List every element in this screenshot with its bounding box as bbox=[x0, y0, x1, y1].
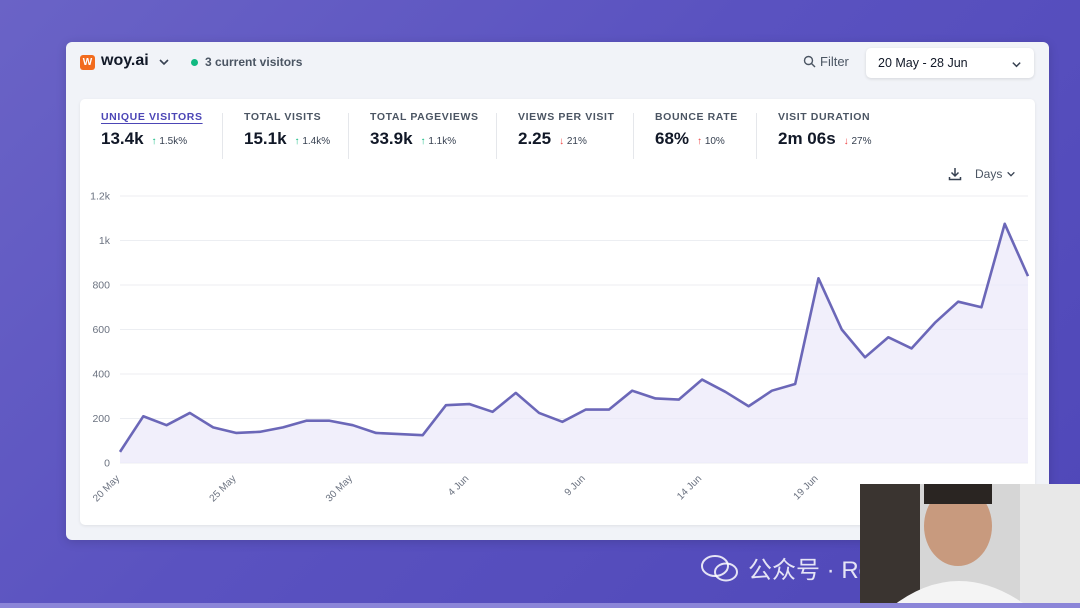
divider bbox=[348, 113, 349, 159]
y-tick-label: 1.2k bbox=[90, 191, 111, 203]
metric-change: 1.1k% bbox=[428, 136, 457, 147]
series-line bbox=[118, 222, 1030, 453]
divider bbox=[222, 113, 223, 159]
arrow-up-icon: ↑ bbox=[697, 136, 703, 147]
x-tick-label: 25 May bbox=[208, 473, 239, 504]
x-tick-label: 9 Jun bbox=[563, 473, 588, 498]
y-tick-label: 800 bbox=[92, 280, 110, 292]
search-icon bbox=[803, 55, 816, 68]
visitors-chart: 0 200 400 600 800 1k 1.2k 20 May 25 May 30 May 4 J… bbox=[90, 191, 1030, 504]
wechat-icon bbox=[701, 554, 738, 581]
interval-selector[interactable]: Days bbox=[975, 167, 1016, 181]
arrow-down-icon: ↓ bbox=[559, 136, 565, 147]
arrow-down-icon: ↓ bbox=[843, 136, 849, 147]
site-name[interactable]: woy.ai bbox=[101, 52, 149, 69]
metric-views-per-visit[interactable]: VIEWS PER VISIT 2.25 ↓ 21% bbox=[518, 111, 615, 161]
divider bbox=[496, 113, 497, 159]
metric-total-visits[interactable]: TOTAL VISITS 15.1k ↑ 1.4k% bbox=[244, 111, 330, 161]
current-visitors-link[interactable]: 3 current visitors bbox=[205, 55, 303, 69]
x-tick-label: 4 Jun bbox=[446, 473, 471, 498]
metric-visit-duration[interactable]: VISIT DURATION 2m 06s ↓ 27% bbox=[778, 111, 871, 161]
arrow-up-icon: ↑ bbox=[420, 136, 426, 147]
metric-value: 68% bbox=[655, 129, 690, 148]
metric-label: VISIT DURATION bbox=[778, 111, 871, 123]
metric-value: 15.1k bbox=[244, 129, 287, 148]
metric-label: TOTAL VISITS bbox=[244, 111, 322, 123]
webcam-overlay bbox=[860, 484, 1080, 608]
metric-change: 27% bbox=[851, 136, 872, 147]
y-tick-label: 200 bbox=[92, 413, 110, 425]
divider bbox=[756, 113, 757, 159]
x-tick-label: 20 May bbox=[91, 473, 122, 504]
metric-change: 10% bbox=[704, 136, 725, 147]
x-tick-label: 30 May bbox=[324, 473, 355, 504]
metric-label: TOTAL PAGEVIEWS bbox=[370, 111, 479, 123]
metric-change: 21% bbox=[566, 136, 587, 147]
date-range-label: 20 May - 28 Jun bbox=[878, 56, 968, 70]
filter-label: Filter bbox=[820, 54, 849, 69]
metric-value: 2m 06s bbox=[778, 129, 836, 148]
y-tick-label: 0 bbox=[104, 458, 110, 470]
chevron-down-icon[interactable] bbox=[158, 56, 170, 68]
x-tick-label: 14 Jun bbox=[675, 473, 704, 502]
site-logo: W bbox=[80, 55, 95, 70]
live-indicator-dot bbox=[191, 59, 198, 66]
metric-value: 33.9k bbox=[370, 129, 413, 148]
metric-label: BOUNCE RATE bbox=[655, 111, 738, 123]
metric-change: 1.4k% bbox=[302, 136, 331, 147]
arrow-up-icon: ↑ bbox=[294, 136, 300, 147]
metric-value: 2.25 bbox=[518, 129, 552, 148]
metric-unique-visitors[interactable]: UNIQUE VISITORS 13.4k ↑ 1.5k% bbox=[101, 111, 203, 161]
metric-label: VIEWS PER VISIT bbox=[518, 111, 615, 123]
chevron-down-icon bbox=[1007, 171, 1016, 177]
progress-strip bbox=[0, 603, 1080, 608]
divider bbox=[633, 113, 634, 159]
dashboard-card: W woy.ai 3 current visitors Filter 20 Ma… bbox=[66, 42, 1049, 540]
top-bar: W woy.ai 3 current visitors Filter 20 Ma… bbox=[66, 42, 1049, 84]
download-icon[interactable] bbox=[948, 167, 962, 181]
metric-change: 1.5k% bbox=[159, 136, 188, 147]
x-tick-label: 19 Jun bbox=[792, 473, 821, 502]
y-tick-label: 600 bbox=[92, 324, 110, 336]
series-area bbox=[120, 223, 1028, 463]
stats-panel: UNIQUE VISITORS 13.4k ↑ 1.5k% TOTAL VISI… bbox=[80, 99, 1035, 525]
y-tick-label: 400 bbox=[92, 369, 110, 381]
arrow-up-icon: ↑ bbox=[151, 136, 157, 147]
filter-button[interactable]: Filter bbox=[803, 54, 849, 69]
metric-bounce-rate[interactable]: BOUNCE RATE 68% ↑ 10% bbox=[655, 111, 738, 161]
date-range-picker[interactable]: 20 May - 28 Jun bbox=[866, 48, 1034, 78]
metric-label: UNIQUE VISITORS bbox=[101, 111, 203, 123]
y-tick-label: 1k bbox=[99, 235, 111, 247]
presenter-video-icon bbox=[860, 484, 1080, 608]
metric-value: 13.4k bbox=[101, 129, 144, 148]
metric-total-pageviews[interactable]: TOTAL PAGEVIEWS 33.9k ↑ 1.1k% bbox=[370, 111, 479, 161]
interval-label: Days bbox=[975, 167, 1003, 181]
chevron-down-icon bbox=[1012, 62, 1021, 68]
